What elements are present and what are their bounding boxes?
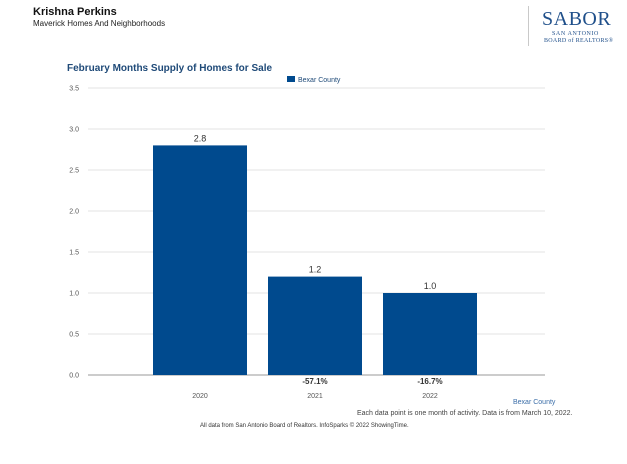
x-tick-label: 2021 bbox=[307, 393, 323, 400]
y-tick-label: 2.0 bbox=[69, 209, 79, 216]
change-label: -57.1% bbox=[302, 377, 327, 386]
y-tick-label: 1.0 bbox=[69, 291, 79, 298]
bar bbox=[153, 145, 247, 375]
bar bbox=[268, 276, 362, 375]
legend-label: Bexar County bbox=[298, 77, 341, 84]
bar bbox=[383, 293, 477, 375]
legend-swatch bbox=[287, 76, 295, 82]
change-label: -16.7% bbox=[417, 377, 442, 386]
chart-title: February Months Supply of Homes for Sale bbox=[67, 63, 273, 74]
logo-line-1: SAN ANTONIO bbox=[552, 31, 599, 37]
logo-wordmark: SABOR bbox=[542, 8, 612, 30]
agent-subtitle: Maverick Homes And Neighborhoods bbox=[33, 19, 166, 28]
data-note: Each data point is one month of activity… bbox=[357, 410, 573, 417]
x-tick-label: 2020 bbox=[192, 393, 208, 400]
y-tick-label: 3.0 bbox=[69, 127, 79, 134]
bar-value-label: 1.2 bbox=[309, 265, 322, 275]
x-tick-label: 2022 bbox=[422, 393, 438, 400]
bar-value-label: 1.0 bbox=[424, 281, 437, 291]
credits: All data from San Antonio Board of Realt… bbox=[200, 423, 409, 429]
series-name-link[interactable]: Bexar County bbox=[513, 399, 556, 406]
y-tick-label: 0.5 bbox=[69, 332, 79, 339]
agent-name: Krishna Perkins bbox=[33, 6, 117, 18]
logo-divider bbox=[528, 6, 529, 46]
y-tick-label: 1.5 bbox=[69, 250, 79, 257]
logo-line-2: BOARD of REALTORS® bbox=[544, 38, 614, 44]
y-tick-label: 2.5 bbox=[69, 168, 79, 175]
y-tick-label: 3.5 bbox=[69, 86, 79, 93]
bar-value-label: 2.8 bbox=[194, 133, 207, 143]
y-tick-label: 0.0 bbox=[69, 373, 79, 380]
